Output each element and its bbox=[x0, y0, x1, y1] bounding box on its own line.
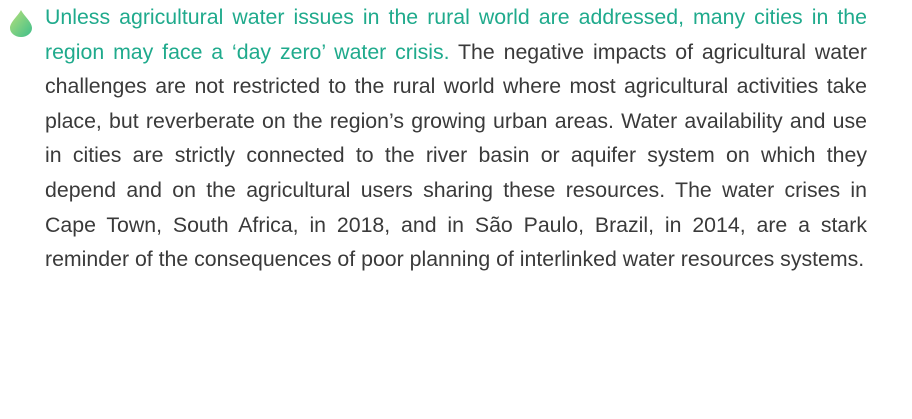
body-text: The negative impacts of agricultural wat… bbox=[45, 39, 867, 272]
paragraph: Unless agricultural water issues in the … bbox=[45, 0, 867, 277]
droplet-icon bbox=[10, 10, 32, 37]
highlight-text: Unless agricultural water issues in the … bbox=[45, 5, 867, 64]
